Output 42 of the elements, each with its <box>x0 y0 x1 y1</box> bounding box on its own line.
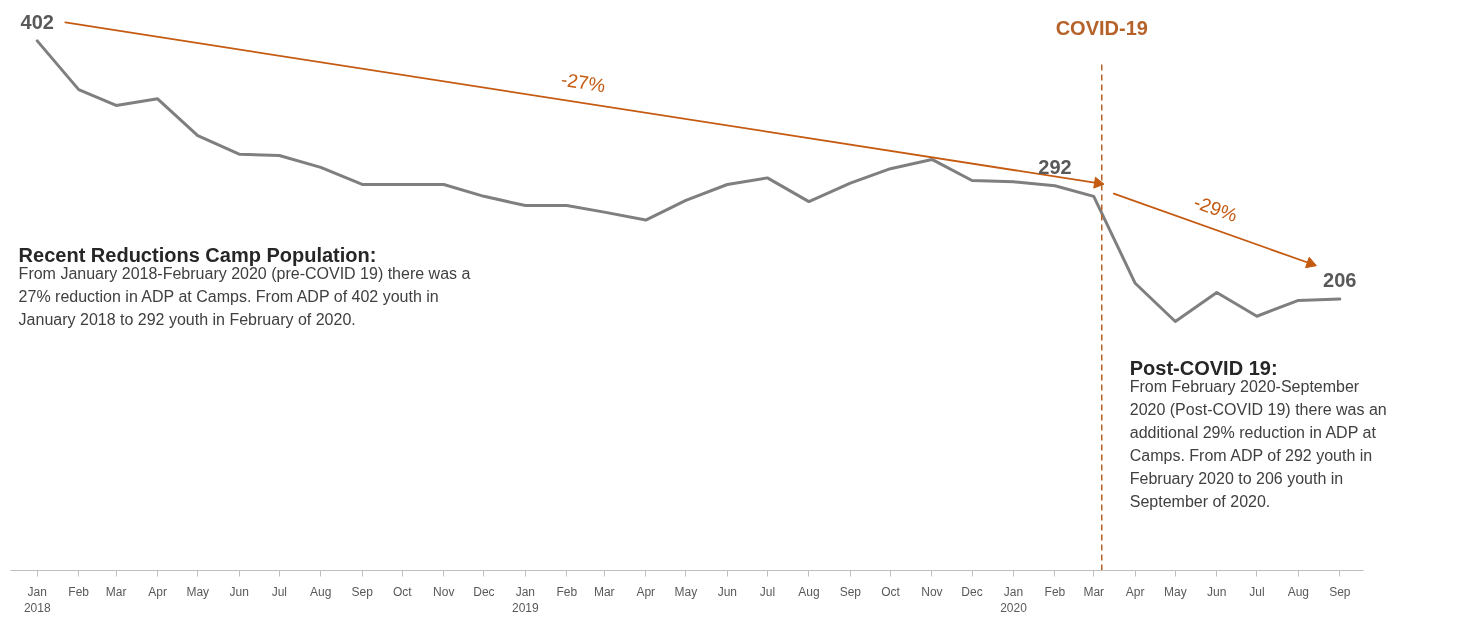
ref-line-label: COVID-19 <box>1055 16 1148 39</box>
x-tick-label: Oct <box>881 584 901 599</box>
x-tick-label: Jan 2018 <box>23 584 51 616</box>
annotation: Recent Reductions Camp Population: <box>18 243 377 266</box>
data-label: 206 <box>1323 269 1357 292</box>
x-tick-label: Feb <box>1044 584 1066 599</box>
text: Post-COVID 19: <box>1129 357 1278 380</box>
x-tick-label: Nov <box>921 584 943 599</box>
x-tick-label: Aug <box>310 584 332 599</box>
x-tick-label: Sep <box>351 584 374 599</box>
text: From February 2020-September 2020 (Post-COVID 19) there was an additional 29% reduction in ADP at Camps. From ADP of 292 youth in February 2020 to 206 youth in September of 2020. <box>1129 378 1387 510</box>
x-tick-label: Mar <box>105 584 127 599</box>
x-tick-label: May <box>186 584 210 599</box>
x-tick-label: Jun <box>229 584 249 599</box>
x-tick-label: Dec <box>961 584 983 599</box>
x-tick-label: Aug <box>1287 584 1310 599</box>
x-tick-label: May <box>1163 584 1187 599</box>
x-tick-label: Feb <box>68 584 90 599</box>
x-tick-label: Jul <box>271 584 287 599</box>
x-tick-label: Feb <box>556 584 578 599</box>
text: -29% <box>1191 191 1241 227</box>
x-tick-label: Mar <box>1083 584 1105 599</box>
data-label: 292 <box>1038 155 1072 178</box>
x-tick-label: Jun <box>1207 584 1227 599</box>
x-tick-label: Nov <box>433 584 455 599</box>
x-tick-label: Sep <box>839 584 862 599</box>
x-tick-label: Aug <box>798 584 820 599</box>
x-tick-label: Apr <box>148 584 167 599</box>
text: -27% <box>559 68 607 97</box>
x-tick-label: Jan 2019 <box>512 584 540 616</box>
x-tick-label: Oct <box>393 584 413 599</box>
x-tick-label: Sep <box>1329 584 1351 599</box>
x-tick-label: Dec <box>473 584 495 599</box>
x-tick-label: Mar <box>593 584 615 599</box>
x-tick-label: Jun <box>717 584 737 599</box>
x-tick-label: Jul <box>1249 584 1265 599</box>
x-tick-label: Jul <box>759 584 776 599</box>
data-label: 402 <box>20 10 54 33</box>
x-tick-label: May <box>674 584 698 599</box>
x-tick-label: Apr <box>636 584 656 599</box>
x-tick-label: Apr <box>1125 584 1145 599</box>
x-tick-label: Jan 2020 <box>1000 584 1028 616</box>
